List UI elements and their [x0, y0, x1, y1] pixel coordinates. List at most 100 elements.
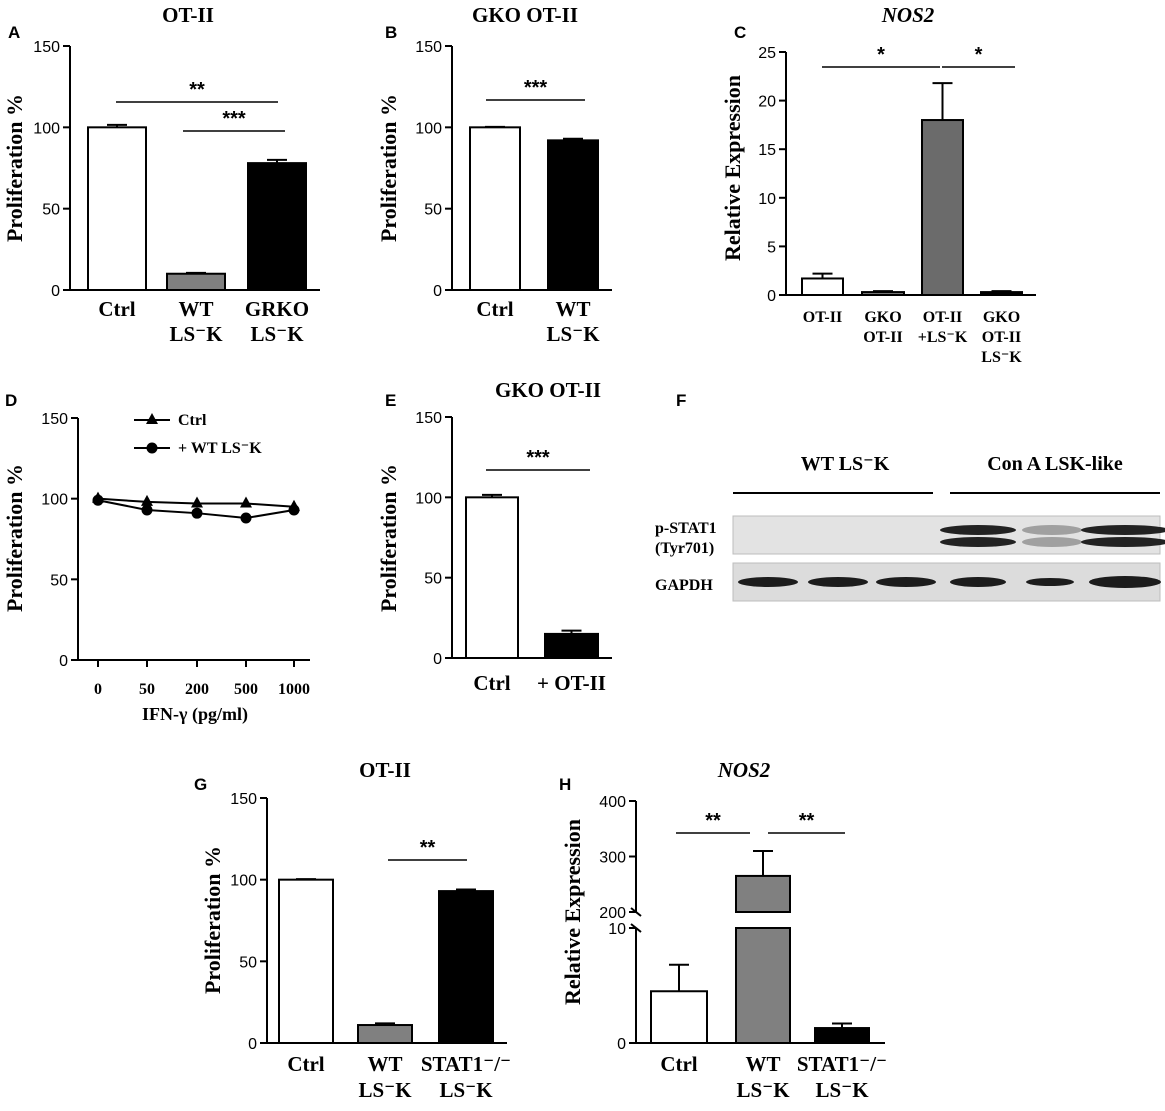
chart-b-y-tick-label-2: 100 — [415, 120, 442, 137]
chart-c-category-label-3-1: OT-II — [982, 329, 1021, 346]
chart-d-x-tick-label-4: 1000 — [278, 681, 310, 698]
chart-a-category-label-1-1: LS⁻K — [169, 322, 223, 346]
chart-c-y-tick-label-2: 10 — [758, 191, 776, 208]
chart-g-y-axis-label: Proliferation % — [200, 846, 225, 994]
chart-e-bar-0 — [465, 496, 519, 660]
chart-c-bar-0 — [801, 277, 844, 297]
chart-b-category-label-1-1: LS⁻K — [546, 322, 600, 346]
chart-b-category-label-1-0: WT — [555, 297, 590, 321]
chart-g-category-label-1-1: LS⁻K — [358, 1078, 412, 1102]
chart-c-category-label-2-0: OT-II — [923, 309, 962, 326]
chart-d-point-1-3 — [240, 512, 252, 524]
chart-e-category-label-0-0: Ctrl — [473, 671, 510, 695]
chart-c-y-tick-label-3: 15 — [758, 142, 776, 159]
blot-f-gapdh-band-0 — [738, 577, 798, 587]
chart-h-y-tick-label-upper-1: 300 — [599, 850, 626, 867]
blot-f-row-label-2: GAPDH — [655, 577, 713, 594]
chart-h-bar-upper-1 — [735, 874, 791, 913]
chart-c-y-tick-label-1: 5 — [767, 239, 776, 256]
chart-a-panel-letter: A — [8, 23, 20, 42]
chart-b-significance-label-0: *** — [524, 77, 548, 99]
blot-f-pstat1-band-upper-2 — [1081, 525, 1165, 535]
chart-h-category-label-1-1: LS⁻K — [736, 1078, 790, 1102]
blot-f-membrane-gapdh — [732, 562, 1161, 602]
chart-d-y-tick-label-1: 50 — [50, 572, 68, 589]
blot-f-gapdh-band-4 — [1026, 578, 1074, 586]
chart-d-point-1-2 — [191, 507, 203, 519]
chart-g-y-tick-label-3: 150 — [230, 791, 257, 808]
chart-c-y-axis-label: Relative Expression — [720, 75, 745, 261]
blot-f-pstat1-band-lower-2 — [1081, 537, 1165, 547]
chart-c-bar-2 — [921, 119, 964, 297]
chart-c-category-label-1-0: GKO — [864, 309, 901, 326]
chart-g-category-label-2-0: STAT1⁻/⁻ — [421, 1052, 511, 1076]
chart-b-y-axis-label: Proliferation % — [376, 94, 401, 242]
chart-h-category-label-1-0: WT — [745, 1052, 780, 1076]
chart-h-title: NOS2 — [717, 758, 771, 782]
chart-g-category-label-1-0: WT — [367, 1052, 402, 1076]
chart-c-significance-label-1: * — [975, 44, 983, 66]
chart-b-y-tick-label-0: 0 — [433, 283, 442, 300]
chart-d-x-tick-label-0: 0 — [94, 681, 102, 698]
chart-c-category-label-1-1: OT-II — [863, 329, 902, 346]
chart-a-category-label-1-0: WT — [178, 297, 213, 321]
chart-d-point-1-0 — [92, 494, 104, 506]
chart-h-significance-label-0: ** — [705, 810, 721, 832]
chart-e-title: GKO OT-II — [495, 378, 601, 402]
chart-a-y-tick-label-3: 150 — [33, 39, 60, 56]
chart-c-significance-label-0: * — [877, 44, 885, 66]
chart-h-significance-label-1: ** — [799, 810, 815, 832]
chart-d-x-tick-label-2: 200 — [185, 681, 209, 698]
chart-a-category-label-0-0: Ctrl — [98, 297, 135, 321]
blot-f-pstat1-band-lower-0 — [940, 537, 1016, 547]
chart-c-category-label-0-0: OT-II — [803, 309, 842, 326]
chart-c-y-tick-label-0: 0 — [767, 288, 776, 305]
chart-h-bar-0 — [650, 990, 708, 1044]
blot-f-gapdh-band-2 — [876, 577, 936, 587]
chart-e-y-tick-label-2: 100 — [415, 490, 442, 507]
chart-d-point-0-1 — [141, 494, 153, 506]
chart-a-bar-1 — [166, 272, 226, 292]
blot-f-group-label-1: Con A LSK-like — [987, 453, 1123, 475]
chart-e-y-tick-label-0: 0 — [433, 651, 442, 668]
chart-d-legend-label-0: Ctrl — [178, 412, 207, 429]
chart-h-y-tick-label-upper-0: 200 — [599, 905, 626, 922]
chart-c-category-label-3-2: LS⁻K — [981, 349, 1022, 366]
chart-c-title: NOS2 — [881, 3, 935, 27]
chart-d-point-0-2 — [191, 496, 203, 508]
blot-f-row-label-0: p-STAT1 — [655, 520, 717, 537]
chart-e-significance-label-0: *** — [526, 447, 550, 469]
chart-b-y-tick-label-1: 50 — [424, 202, 442, 219]
chart-g-category-label-2-1: LS⁻K — [439, 1078, 493, 1102]
blot-f-panel-letter: F — [676, 391, 686, 410]
chart-g-panel-letter: G — [194, 775, 207, 794]
chart-b-bar-1 — [547, 139, 599, 291]
chart-b-panel-letter: B — [385, 23, 397, 42]
chart-c-panel-letter: C — [734, 23, 746, 42]
chart-a-y-tick-label-1: 50 — [42, 202, 60, 219]
chart-a-title: OT-II — [162, 3, 214, 27]
chart-d-legend-marker-0 — [146, 413, 158, 424]
chart-b-title: GKO OT-II — [472, 3, 578, 27]
chart-e-y-axis-label: Proliferation % — [376, 464, 401, 612]
chart-e-panel-letter: E — [385, 391, 396, 410]
chart-d-legend-marker-1 — [146, 442, 158, 454]
chart-c-y-tick-label-5: 25 — [758, 45, 776, 62]
blot-f-membrane-pstat1 — [732, 515, 1161, 555]
chart-d-x-axis-label: IFN-γ (pg/ml) — [142, 704, 248, 725]
chart-c-y-tick-label-4: 20 — [758, 94, 776, 111]
chart-h-category-label-0-0: Ctrl — [660, 1052, 697, 1076]
chart-d-legend-label-1: + WT LS⁻K — [178, 440, 262, 457]
blot-f-pstat1-band-lower-1 — [1022, 537, 1082, 547]
chart-g-bar-2 — [438, 890, 494, 1044]
chart-d-y-tick-label-3: 150 — [41, 411, 68, 428]
chart-d-point-1-4 — [288, 504, 300, 516]
chart-a-bar-0 — [87, 126, 147, 292]
chart-a-y-tick-label-0: 0 — [51, 283, 60, 300]
chart-h-y-axis-label: Relative Expression — [560, 819, 585, 1005]
chart-d-x-tick-label-1: 50 — [139, 681, 155, 698]
chart-c-bar-3 — [980, 291, 1023, 297]
chart-g-category-label-0-0: Ctrl — [287, 1052, 324, 1076]
chart-a-bar-2 — [247, 162, 307, 291]
chart-c-category-label-2-1: +LS⁻K — [918, 329, 968, 346]
